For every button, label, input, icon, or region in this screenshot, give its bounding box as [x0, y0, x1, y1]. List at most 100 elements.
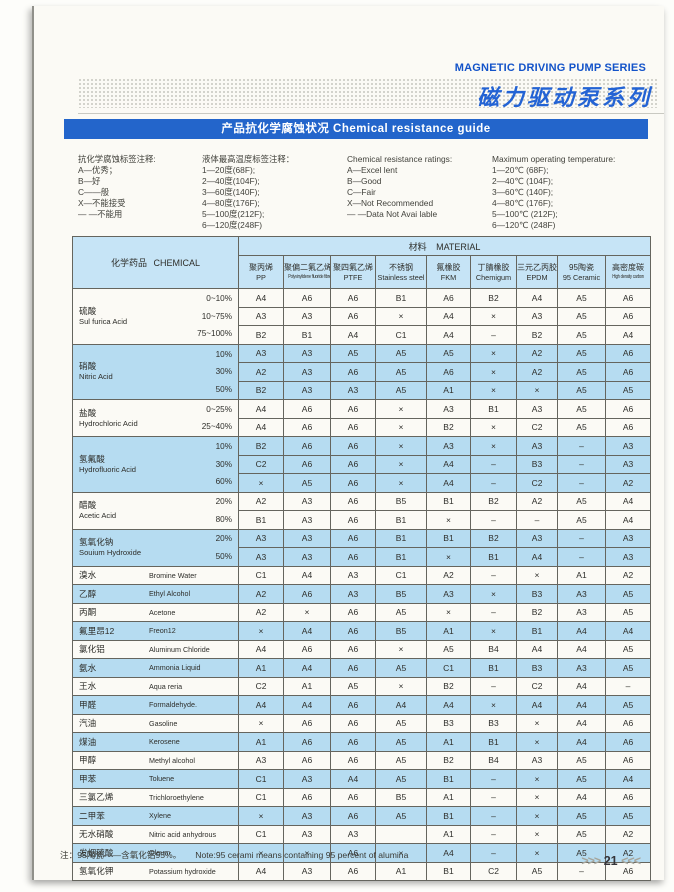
rating-cell: A6: [330, 732, 376, 752]
rating-cell: A3: [283, 547, 331, 567]
rating-cell: B2: [238, 380, 284, 400]
material-header-cell: 高密度碳 High density carbon: [604, 255, 652, 289]
table-row: 二甲苯 Xylene × A3 A6 A5 B1– × A5 A5: [72, 806, 652, 826]
material-group-header: 材料 MATERIAL: [237, 236, 652, 256]
rating-cell: ×: [470, 436, 517, 456]
rating-cell: A5: [557, 769, 606, 789]
rating-cell: A6: [283, 713, 331, 733]
rating-cell: A3: [557, 602, 606, 622]
rating-cell: A5: [557, 491, 606, 511]
rating-cell: A6: [604, 362, 652, 382]
legend-item: 6—120℃ (248F): [492, 220, 556, 230]
rating-cell: A6: [330, 491, 376, 511]
rating-cell: A6: [426, 288, 471, 308]
rating-cell: A4: [557, 639, 606, 659]
rating-cell: A4: [516, 547, 558, 567]
footnote-en: Note:95 cerami means containing 95 perce…: [195, 850, 409, 860]
rating-cell: A6: [426, 362, 471, 382]
rating-cell: A6: [283, 417, 331, 437]
rating-cell: –: [604, 676, 652, 696]
concentration-label: 10%: [215, 349, 232, 359]
rating-cell: B5: [375, 491, 427, 511]
rating-cell: ×: [375, 473, 427, 493]
legend-item: 1—20℃ (68F);: [492, 165, 549, 175]
rating-cell: A5: [557, 380, 606, 400]
legend-item: 4—80℃ (176F);: [492, 198, 554, 208]
chemical-name-cn: 甲苯: [79, 773, 97, 784]
rating-cell: C2: [516, 676, 558, 696]
table-row: 无水硝酸 Nitric acid anhydrous C1 A3 A3 A1– × A5 A2: [72, 824, 652, 844]
rating-cell: –: [470, 510, 517, 530]
rating-cell: –: [516, 510, 558, 530]
chemical-name-en: Nitric acid anhydrous: [149, 829, 217, 839]
rating-cell: A6: [330, 399, 376, 419]
legend-item: 6—120度(248F): [202, 220, 263, 230]
rating-cell: A4: [516, 639, 558, 659]
rating-cell: A5: [557, 399, 606, 419]
table-row: 醋酸 Acetic Acid 20% 80% A2 A3 A6 B5 B1 B2 A2 A5 A4: [72, 491, 652, 530]
chemical-name-cell: 氢氧化钾 Potassium hydroxide: [72, 861, 239, 881]
rating-cell: A5: [330, 343, 376, 363]
rating-cell: A3: [557, 584, 606, 604]
chemical-name-cn: 煤油: [79, 736, 97, 747]
rating-cell: A5: [375, 362, 427, 382]
legend-item: 4—80度(176F);: [202, 198, 260, 208]
rating-cell: A6: [330, 510, 376, 530]
legend-title: Chemical resistance ratings:: [347, 154, 453, 164]
rating-cell: –: [557, 528, 606, 548]
rating-cell: A6: [604, 732, 652, 752]
table-row: B1 A3 A6 B1 × – – A5 A4: [73, 510, 652, 530]
chemical-name-en: Acetone: [149, 607, 176, 617]
rating-cell: A4: [375, 695, 427, 715]
rating-cell: B2: [470, 491, 517, 511]
rating-cell: B1: [426, 528, 471, 548]
chemical-name-en: Ethyl Alcohol: [149, 589, 191, 599]
rating-cell: –: [470, 806, 517, 826]
table-row: 丙酮 Acetone A2 × A6 A5 × – B2 A3 A5: [72, 602, 652, 622]
rating-cell: A1: [238, 732, 284, 752]
rating-cell: A3: [330, 565, 376, 585]
rating-cell: A4: [516, 288, 558, 308]
rating-cell: A6: [330, 861, 376, 881]
rating-cell: A5: [330, 676, 376, 696]
rating-cell: A6: [283, 750, 331, 770]
chemical-name-en: Ammonia Liquid: [149, 663, 201, 673]
rating-cell: A6: [604, 861, 652, 881]
rating-cell: A6: [330, 713, 376, 733]
rating-cell: ×: [375, 417, 427, 437]
rating-cell: A5: [604, 584, 652, 604]
rating-cell: A6: [330, 806, 376, 826]
rating-cell: A5: [557, 288, 606, 308]
rating-cell: A1: [426, 621, 471, 641]
chemical-name-en: Hydrochloric Acid: [79, 418, 138, 428]
rating-cell: B1: [470, 547, 517, 567]
rating-cell: A5: [283, 473, 331, 493]
concentration-label: 20%: [215, 534, 232, 543]
rating-cell: A3: [516, 399, 558, 419]
rating-cell: A6: [330, 787, 376, 807]
rating-cell: A3: [283, 861, 331, 881]
rating-cell: ×: [470, 362, 517, 382]
chemical-name-cell: 溴水 Bromine Water: [72, 565, 239, 585]
table-row: 盐酸 Hydrochloric Acid 0~25% 25~40% A4 A6 A6 × A3 B…: [72, 399, 652, 437]
halftone-dot-band: [78, 78, 658, 108]
rating-cell: A6: [283, 436, 331, 456]
rating-cell: A4: [283, 565, 331, 585]
rating-cell: ×: [516, 769, 558, 789]
rating-cell: A5: [375, 750, 427, 770]
rating-cell: B1: [470, 399, 517, 419]
rating-cell: A6: [283, 288, 331, 308]
rating-cell: A3: [516, 436, 558, 456]
rating-cell: A3: [557, 658, 606, 678]
section-banner: 产品抗化学腐蚀状况 Chemical resistance guide: [64, 119, 648, 139]
rating-cell: A4: [330, 769, 376, 789]
rating-cell: A6: [283, 454, 331, 474]
rating-cell: A3: [283, 806, 331, 826]
table-row: 三氯乙烯 Trichloroethylene C1 A6 A6 B5 A1– × A4 A6: [72, 787, 652, 807]
table-row: 甲苯 Toluene C1 A3 A4 A5 B1– × A5 A4: [72, 769, 652, 789]
concentration-label: 75~100%: [197, 329, 232, 338]
chemical-name-en: Oleum: [149, 848, 171, 858]
rating-cell: B1: [426, 491, 471, 511]
rating-cell: A2: [604, 824, 652, 844]
rating-cell: A6: [330, 362, 376, 382]
